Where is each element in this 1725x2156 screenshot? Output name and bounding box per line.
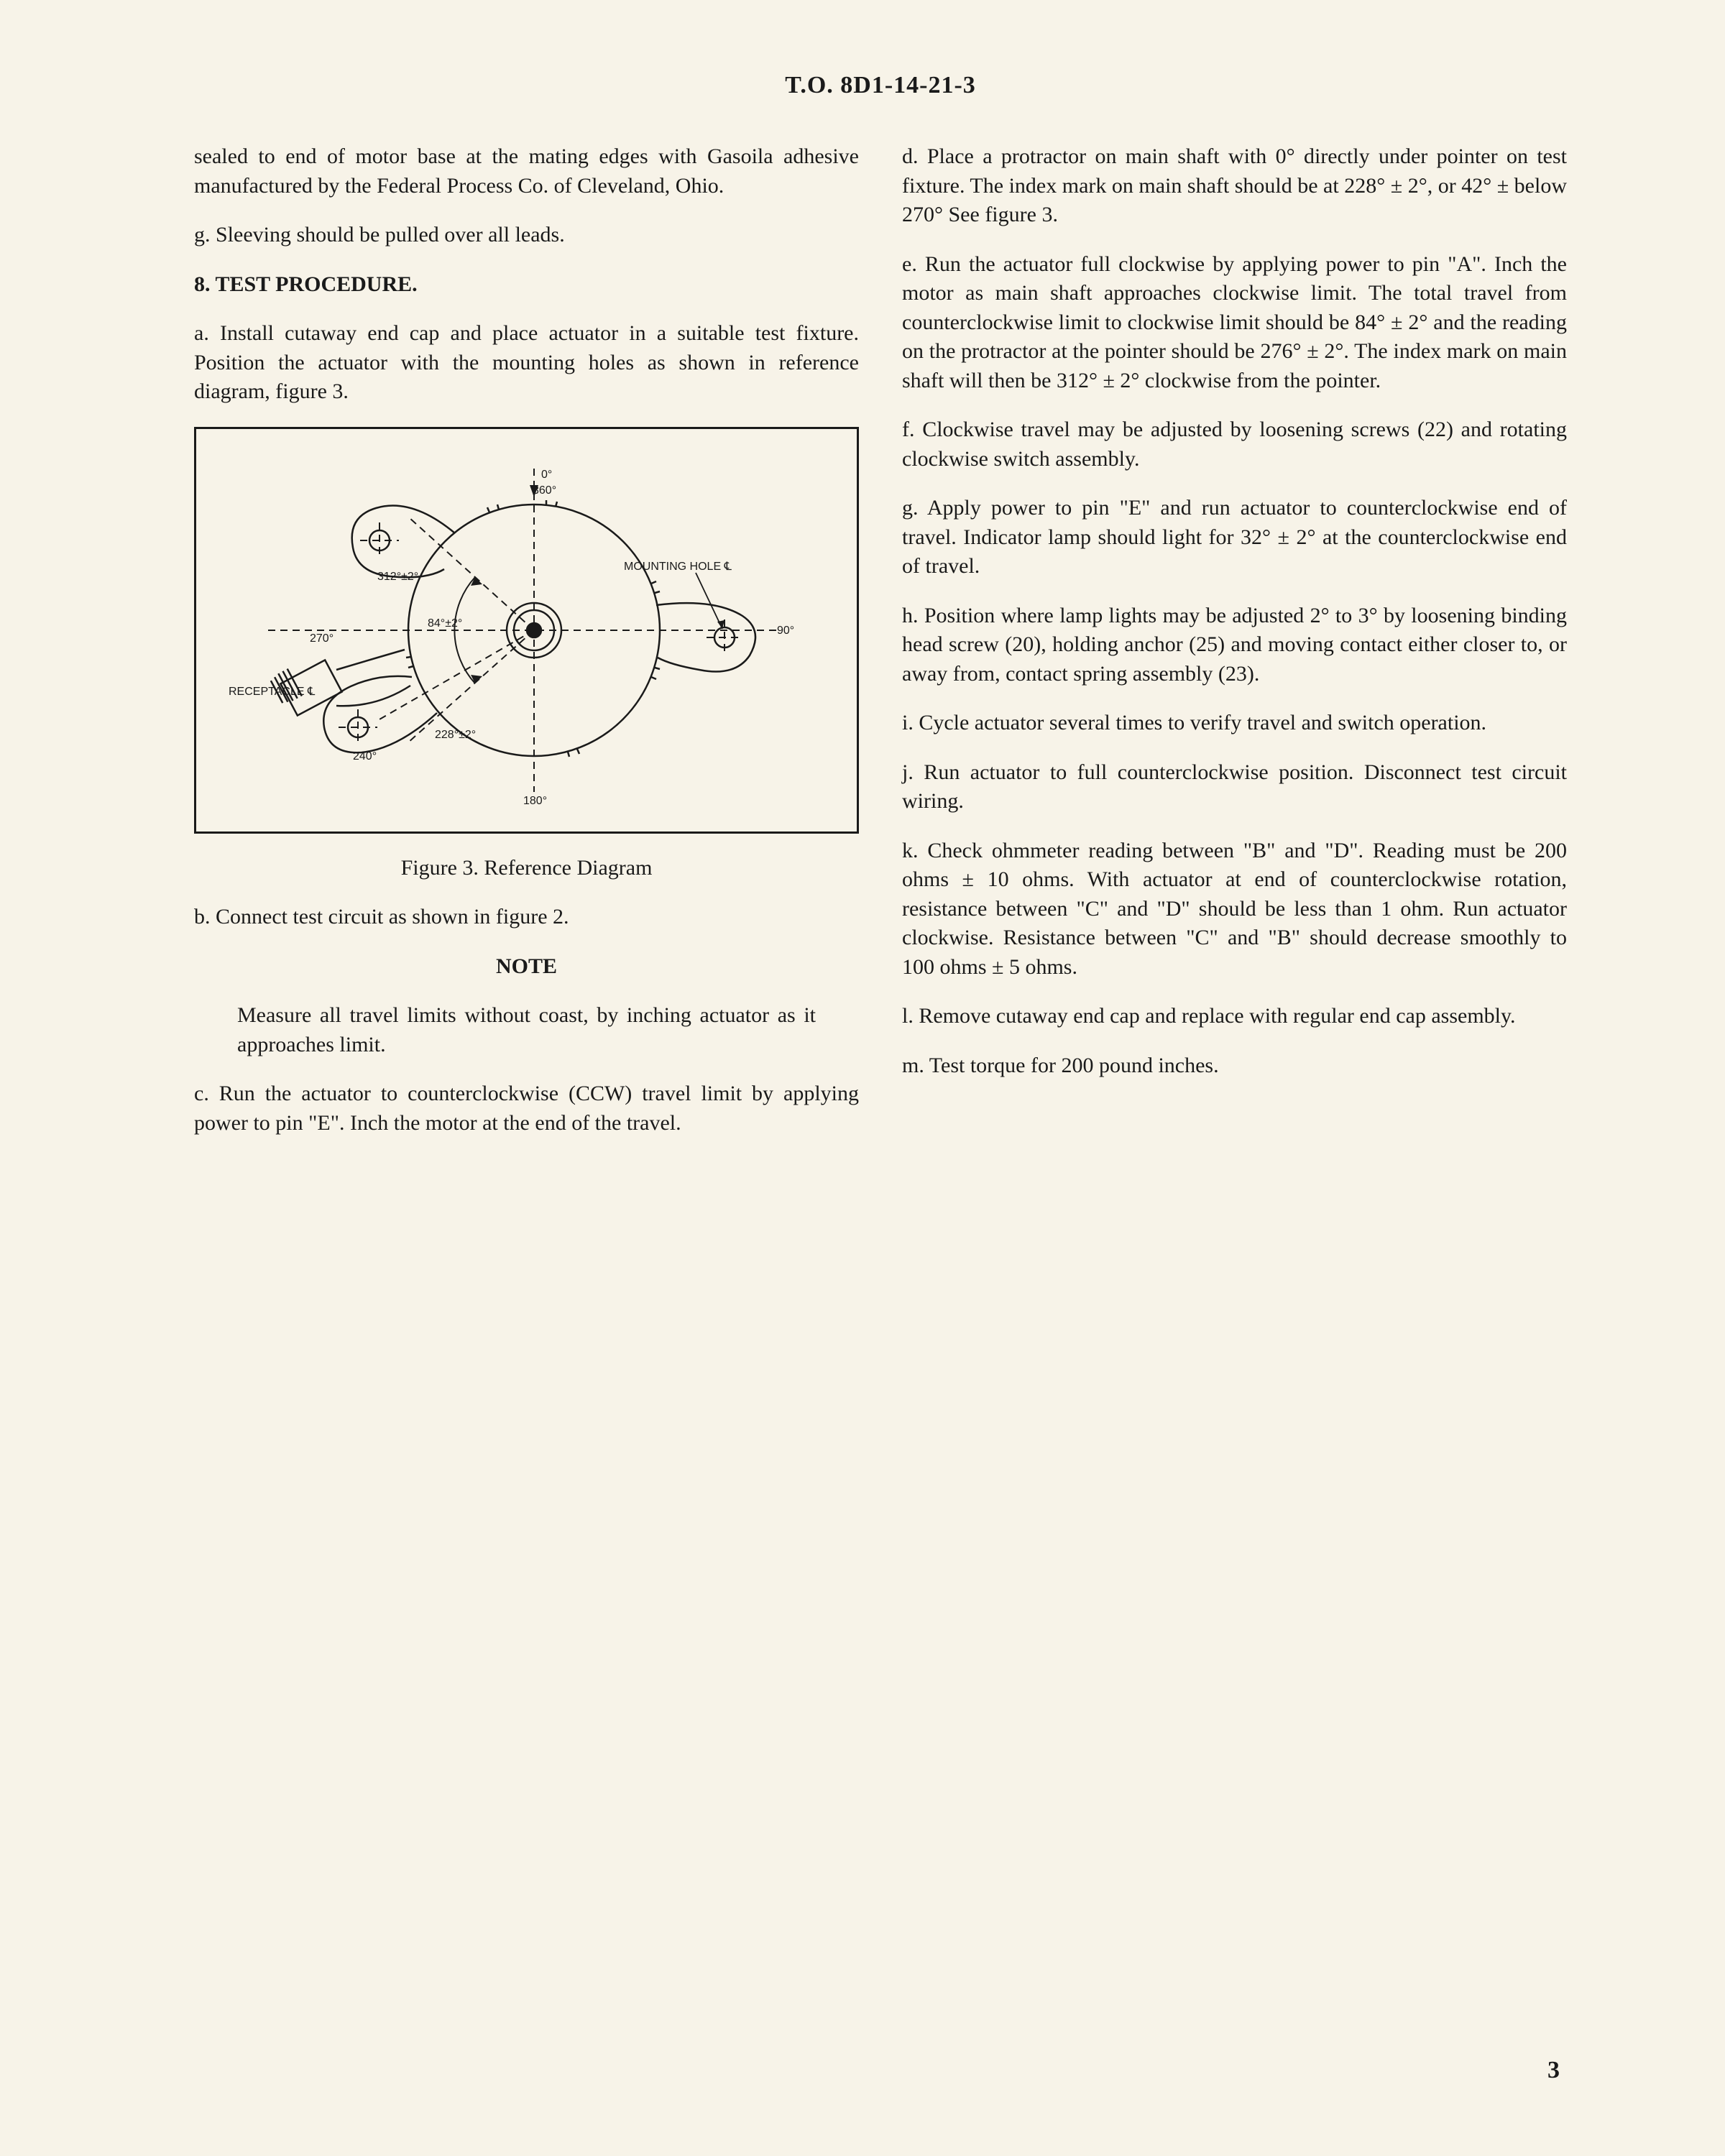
para-m-torque: m. Test torque for 200 pound inches. <box>902 1051 1567 1081</box>
para-j-run-ccw-full: j. Run actuator to full counterclockwise… <box>902 758 1567 816</box>
page-number: 3 <box>1547 2057 1560 2084</box>
note-heading: NOTE <box>194 952 859 982</box>
svg-text:228°±2°: 228°±2° <box>435 729 476 741</box>
svg-text:312°±2°: 312°±2° <box>377 571 418 583</box>
two-column-layout: sealed to end of motor base at the matin… <box>194 142 1567 1158</box>
para-f-cw-adjust: f. Clockwise travel may be adjusted by l… <box>902 415 1567 474</box>
para-g-apply-power: g. Apply power to pin "E" and run actuat… <box>902 494 1567 581</box>
para-sealed: sealed to end of motor base at the matin… <box>194 142 859 201</box>
right-column: d. Place a protractor on main shaft with… <box>902 142 1567 1158</box>
figure-3-container: 0° 360° 90° 180° 270° 240° 228°±2° 312°±… <box>194 427 859 834</box>
svg-text:0°: 0° <box>541 469 552 481</box>
heading-test-procedure: 8. TEST PROCEDURE. <box>194 270 859 300</box>
para-k-ohmmeter: k. Check ohmmeter reading between "B" an… <box>902 837 1567 982</box>
svg-text:84°±2°: 84°±2° <box>428 617 462 630</box>
figure-3-caption: Figure 3. Reference Diagram <box>194 854 859 883</box>
svg-text:270°: 270° <box>310 632 334 645</box>
para-d-protractor: d. Place a protractor on main shaft with… <box>902 142 1567 230</box>
page: T.O. 8D1-14-21-3 sealed to end of motor … <box>0 0 1725 2156</box>
para-g-sleeving: g. Sleeving should be pulled over all le… <box>194 221 859 250</box>
svg-text:180°: 180° <box>523 795 547 807</box>
svg-text:90°: 90° <box>777 625 794 637</box>
para-a-install: a. Install cutaway end cap and place act… <box>194 319 859 407</box>
left-column: sealed to end of motor base at the matin… <box>194 142 859 1158</box>
svg-text:RECEPTACLE ℄: RECEPTACLE ℄ <box>229 686 316 698</box>
svg-text:MOUNTING HOLE ℄: MOUNTING HOLE ℄ <box>624 561 732 573</box>
para-c-run-ccw: c. Run the actuator to counterclockwise … <box>194 1079 859 1138</box>
para-l-end-cap: l. Remove cutaway end cap and replace wi… <box>902 1002 1567 1031</box>
para-h-lamp-adjust: h. Position where lamp lights may be adj… <box>902 602 1567 689</box>
document-header: T.O. 8D1-14-21-3 <box>194 72 1567 99</box>
para-i-cycle: i. Cycle actuator several times to verif… <box>902 709 1567 738</box>
para-b-connect: b. Connect test circuit as shown in figu… <box>194 903 859 932</box>
figure-3-diagram: 0° 360° 90° 180° 270° 240° 228°±2° 312°±… <box>196 429 829 831</box>
note-body: Measure all travel limits without coast,… <box>237 1001 816 1059</box>
svg-text:240°: 240° <box>353 750 377 763</box>
para-e-run-cw: e. Run the actuator full clockwise by ap… <box>902 250 1567 396</box>
